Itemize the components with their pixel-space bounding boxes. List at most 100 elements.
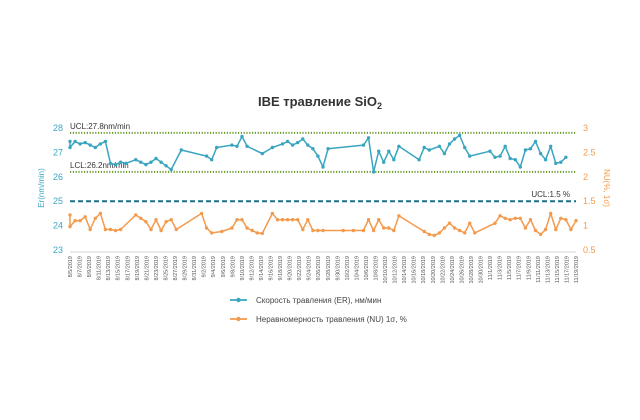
data-point-er: [498, 154, 502, 158]
x-tick-label: 9/16/2019: [269, 256, 275, 280]
data-point-er: [245, 144, 249, 148]
data-point-er: [493, 155, 497, 159]
x-tick-label: 8/7/2019: [78, 256, 84, 277]
data-point-nu: [301, 227, 305, 232]
x-tick-label: 10/30/2019: [479, 256, 485, 284]
legend-label-nu: Неравномерность травления (NU) 1σ, %: [256, 315, 407, 324]
data-point-nu: [437, 231, 442, 235]
x-tick-label: 10/4/2019: [354, 256, 360, 280]
axes: 23 24 25 26 27 28 0.5 1 1.5 2 2.5 3: [53, 123, 596, 255]
x-tick-label: 9/10/2019: [240, 256, 246, 280]
data-point-er: [321, 165, 325, 169]
data-point-nu: [371, 228, 376, 233]
x-tick-label: 10/10/2019: [383, 256, 389, 284]
data-point-nu: [569, 227, 573, 232]
data-point-nu: [432, 233, 436, 238]
data-point-er: [437, 144, 442, 148]
data-point-nu: [377, 218, 381, 222]
data-point-nu: [280, 218, 285, 222]
data-point-er: [215, 145, 219, 150]
y-right-tick-label: 1: [583, 221, 588, 231]
x-tick-label: 10/24/2019: [450, 256, 456, 284]
data-point-nu: [452, 226, 457, 230]
data-point-er: [144, 162, 148, 167]
data-point-er: [427, 148, 431, 152]
data-point-nu: [543, 227, 548, 232]
data-point-er: [503, 144, 507, 148]
data-point-nu: [275, 218, 280, 222]
data-point-nu: [108, 227, 113, 232]
data-point-nu: [382, 226, 386, 230]
x-tick-label: 9/22/2019: [297, 256, 303, 280]
data-point-nu: [518, 216, 522, 220]
limit-label: UCL:1.5 %: [531, 190, 570, 199]
data-point-nu: [427, 232, 431, 237]
legend-marker-er: [236, 297, 241, 303]
x-tick-label: 9/12/2019: [249, 256, 255, 280]
data-point-nu: [169, 218, 173, 222]
data-point-er: [179, 148, 183, 152]
x-tick-label: 11/9/2019: [526, 256, 532, 280]
data-point-nu: [210, 231, 214, 235]
x-tick-label: 11/13/2019: [545, 256, 551, 283]
data-point-er: [371, 170, 376, 174]
data-point-er: [392, 158, 396, 162]
data-point-nu: [498, 214, 502, 218]
data-point-nu: [351, 228, 356, 233]
data-point-er: [417, 158, 421, 162]
data-point-nu: [366, 218, 371, 222]
x-tick-label: 11/11/2019: [536, 256, 542, 283]
data-point-er: [285, 139, 290, 144]
x-tick-label: 8/15/2019: [116, 256, 122, 280]
data-point-er: [296, 140, 300, 145]
chart-title-subscript: 2: [377, 101, 382, 111]
x-tick-label: 11/5/2019: [507, 256, 513, 280]
x-tick-label: 11/19/2019: [574, 256, 580, 283]
data-point-er: [382, 160, 386, 164]
data-point-er: [387, 149, 391, 153]
data-point-nu: [397, 214, 401, 218]
x-tick-label: 11/1/2019: [488, 256, 494, 280]
legend: Скорость травления (ER), нм/мин Неравном…: [230, 296, 407, 324]
x-tick-label: 8/9/2019: [87, 256, 93, 277]
chart-title: IBE травление SiO2: [258, 94, 382, 111]
data-point-nu: [98, 211, 103, 216]
data-point-nu: [113, 228, 118, 233]
y-left-tick-label: 25: [53, 196, 63, 206]
data-point-nu: [528, 218, 533, 222]
data-point-nu: [290, 218, 295, 222]
data-point-er: [68, 145, 72, 150]
data-point-nu: [316, 228, 320, 233]
x-tick-label: 10/14/2019: [402, 256, 408, 284]
data-point-nu: [204, 226, 209, 230]
data-point-er: [139, 160, 143, 164]
data-point-nu: [306, 218, 310, 222]
data-point-er: [113, 162, 118, 167]
data-point-nu: [422, 229, 426, 234]
data-point-nu: [361, 228, 366, 233]
series-line-er: [69, 134, 567, 173]
x-tick-label: 9/30/2019: [335, 256, 341, 280]
data-point-er: [164, 164, 168, 168]
data-point-er: [88, 143, 92, 147]
data-point-er: [397, 144, 401, 148]
data-point-nu: [523, 226, 528, 230]
data-point-nu: [321, 228, 325, 233]
data-point-er: [204, 154, 209, 158]
x-tick-label: 10/18/2019: [421, 256, 427, 284]
data-point-nu: [139, 216, 143, 220]
data-point-nu: [457, 228, 462, 233]
data-point-nu: [554, 227, 558, 232]
data-point-nu: [103, 227, 108, 232]
data-point-er: [528, 147, 533, 151]
data-point-nu: [311, 228, 315, 233]
x-tick-label: 8/25/2019: [164, 256, 170, 280]
x-tick-label: 8/29/2019: [183, 256, 189, 280]
data-point-er: [513, 158, 517, 162]
data-point-er: [518, 165, 522, 169]
data-point-nu: [245, 226, 249, 230]
data-point-er: [124, 161, 128, 166]
data-point-er: [463, 145, 467, 150]
y-right-tick-label: 2: [583, 172, 588, 182]
data-point-nu: [174, 227, 178, 232]
